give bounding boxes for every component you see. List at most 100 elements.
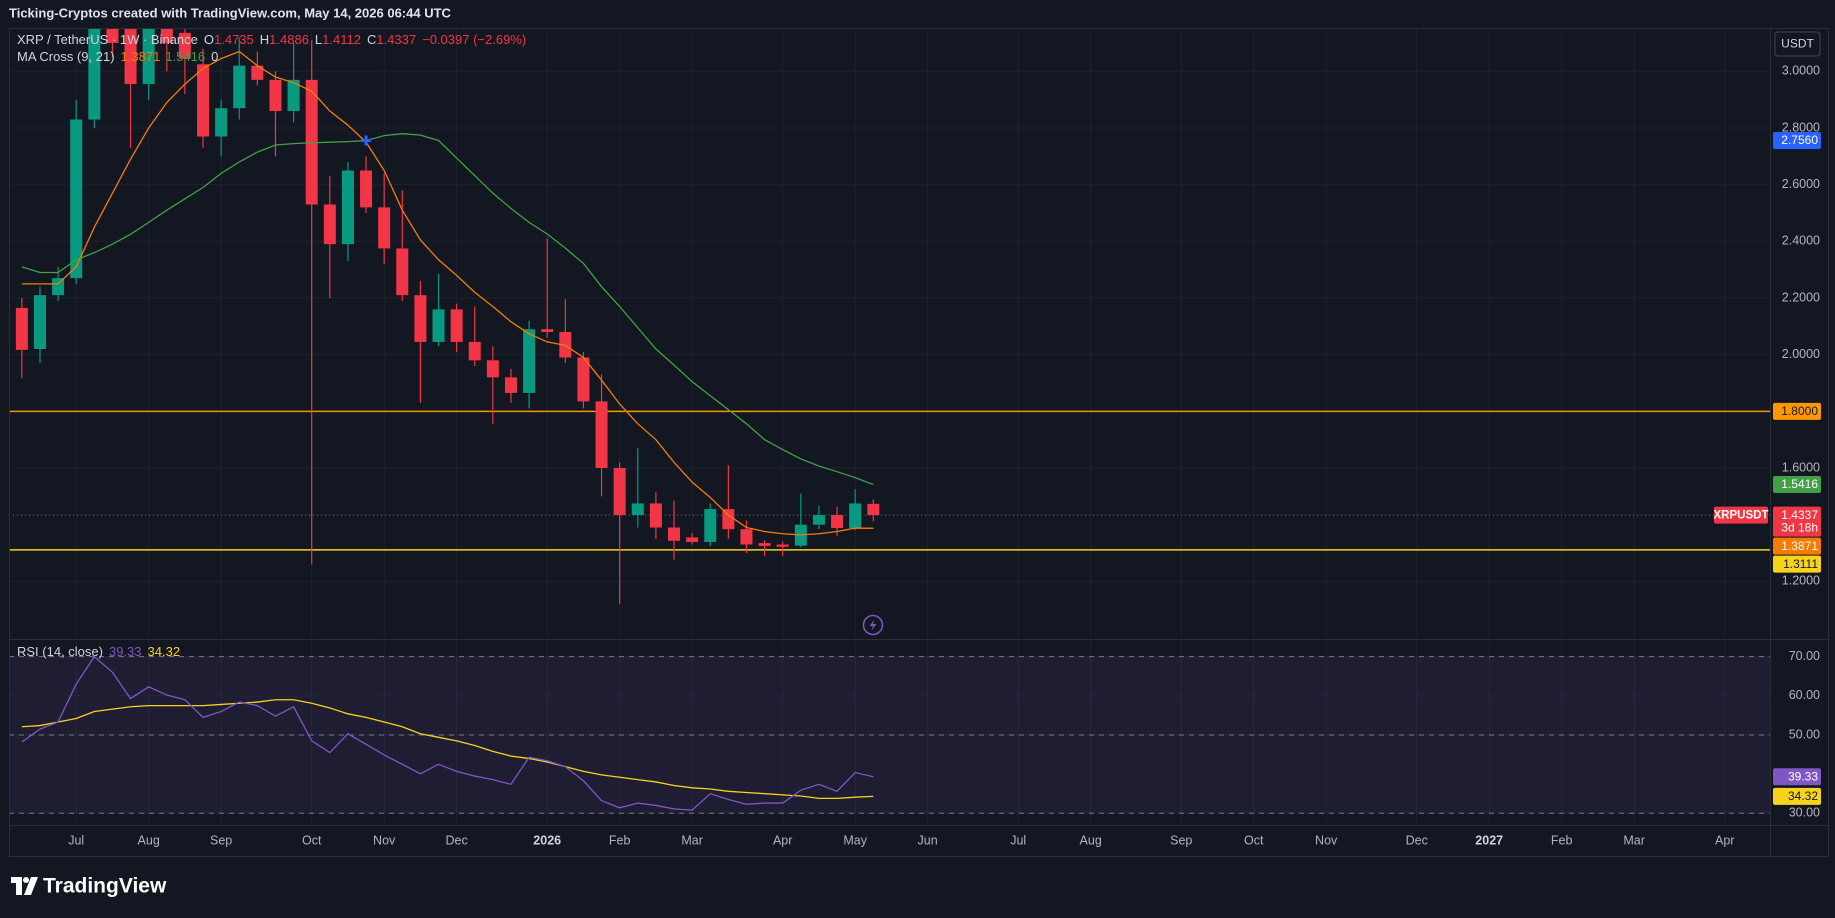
x-tick-label: Sep xyxy=(210,833,232,847)
price-legend: XRP / TetherUS · 1W · Binance O1.4735 H1.4… xyxy=(17,32,526,47)
y-tick-label: 1.2000 xyxy=(1782,574,1820,588)
candle-body xyxy=(396,248,409,296)
price-badge xyxy=(1773,555,1821,573)
candle-body xyxy=(831,515,844,529)
y-tick-label: 2.0000 xyxy=(1782,347,1820,361)
candle-body xyxy=(686,537,699,542)
candle-body xyxy=(668,527,681,541)
alert-icon-bolt[interactable] xyxy=(869,619,877,631)
price-badge xyxy=(1773,537,1821,555)
x-tick-label: Mar xyxy=(1623,833,1645,847)
rsi-badge-label: 39.33 xyxy=(1788,769,1818,783)
cross-marker xyxy=(361,135,372,146)
y-tick-label: 70.00 xyxy=(1789,649,1820,663)
candle-body xyxy=(867,503,880,516)
price-pane xyxy=(9,28,1770,605)
ticker: XRPUSDT xyxy=(1714,510,1769,522)
legend-open: 1.4735 xyxy=(214,32,254,47)
candle-body xyxy=(577,357,590,402)
legend-key: C xyxy=(367,32,376,47)
legend-low: 1.4112 xyxy=(322,32,361,47)
candle-body xyxy=(269,79,282,112)
ma-slow-value: 1.5416 xyxy=(165,49,205,64)
alert-icon[interactable] xyxy=(862,614,884,636)
x-tick-label: Feb xyxy=(1551,833,1573,847)
candle-body xyxy=(233,65,246,109)
axis-layer: 1.2000 1.6000 2.0000 2.2000 2.4000 2.6000 2.80… xyxy=(68,64,1821,847)
countdown: 3d 18h xyxy=(1781,520,1818,534)
logo-mark xyxy=(23,877,29,883)
candle-body xyxy=(414,295,427,342)
legend-key: L xyxy=(315,32,322,47)
rsi-ma-value: 34.32 xyxy=(148,644,181,659)
rsi-line xyxy=(21,699,874,800)
ma-line xyxy=(21,133,874,486)
x-tick-label: Jul xyxy=(1010,833,1026,847)
rsi-value: 39.33 xyxy=(109,644,142,659)
candle-body xyxy=(124,28,137,85)
x-tick-label: Apr xyxy=(773,833,792,847)
alert-icon-circle[interactable] xyxy=(862,614,884,636)
legend-change: −0.0397 (−2.69%) xyxy=(422,32,526,47)
logo-mark xyxy=(11,877,22,895)
frame xyxy=(9,28,1829,857)
x-tick-label: Oct xyxy=(302,833,322,847)
legend-close: 1.4337 xyxy=(376,32,416,47)
y-tick-label: 50.00 xyxy=(1789,727,1820,741)
candle-body xyxy=(486,360,499,378)
indicator-name: MA Cross (9, 21) xyxy=(17,49,115,64)
rsi-pane xyxy=(9,655,1770,814)
price-badge-label: 1.4337 xyxy=(1781,508,1818,522)
price-badge-label: 2.7560 xyxy=(1781,133,1818,147)
candle-body xyxy=(33,295,46,350)
rsi-badge xyxy=(1773,787,1821,805)
y-tick-label: 2.8000 xyxy=(1782,120,1820,134)
price-badge-label: 1.8000 xyxy=(1781,404,1818,418)
candle-body xyxy=(341,170,354,245)
ma-line xyxy=(21,50,874,536)
header-caption: Ticking-Cryptos created with TradingView… xyxy=(9,5,452,20)
x-tick-label: 2026 xyxy=(533,833,561,847)
currency[interactable]: USDT xyxy=(1781,37,1814,51)
candle-body xyxy=(812,515,825,525)
indicator-legend: MA Cross (9, 21) 1.3871 1.5416 0 xyxy=(17,49,218,64)
legend-key: H xyxy=(260,32,269,47)
price-badge xyxy=(1773,131,1821,149)
x-tick-label: Sep xyxy=(1170,833,1192,847)
rsi-title: RSI (14, close) xyxy=(17,644,103,659)
y-tick-label: 2.2000 xyxy=(1782,290,1820,304)
candle-body xyxy=(758,543,771,546)
candle-body xyxy=(215,108,228,137)
price-badge-label: 1.3871 xyxy=(1781,539,1818,553)
candle-body xyxy=(197,64,210,137)
candle-body xyxy=(106,28,119,44)
x-tick-label: Nov xyxy=(373,833,396,847)
x-tick-label: Aug xyxy=(138,833,160,847)
candle-body xyxy=(504,377,517,393)
y-tick-label: 60.00 xyxy=(1789,688,1820,702)
currency-box[interactable] xyxy=(1774,31,1821,57)
legend-high: 1.4886 xyxy=(269,32,309,47)
x-tick-label: Aug xyxy=(1080,833,1102,847)
y-tick-label: 1.6000 xyxy=(1782,460,1820,474)
x-tick-label: Dec xyxy=(1406,833,1428,847)
candle-body xyxy=(704,509,717,542)
candle-body xyxy=(523,329,536,393)
price-badge-label: 1.3111 xyxy=(1783,557,1818,571)
x-tick-label: Oct xyxy=(1244,833,1264,847)
candle-body xyxy=(178,32,191,59)
candle-body xyxy=(15,307,28,350)
price-badge xyxy=(1773,506,1821,537)
price-badge xyxy=(1773,402,1821,420)
candle-body xyxy=(776,544,789,547)
x-tick-label: Feb xyxy=(609,833,631,847)
x-tick-label: Jun xyxy=(918,833,938,847)
x-tick-label: Nov xyxy=(1315,833,1338,847)
candle-body xyxy=(142,28,155,85)
candle-body xyxy=(251,65,264,80)
price-badge-label: 1.5416 xyxy=(1781,477,1818,491)
y-tick-label: 2.6000 xyxy=(1782,177,1820,191)
candle-body xyxy=(849,503,862,529)
logo-mark xyxy=(24,877,38,895)
x-tick-label: 2027 xyxy=(1475,833,1503,847)
